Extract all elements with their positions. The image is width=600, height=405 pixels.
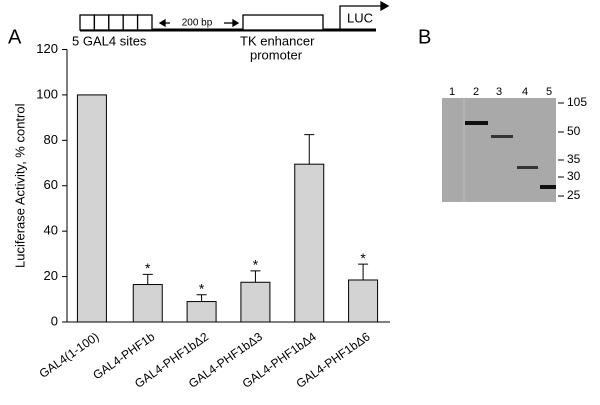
- gal4-site: [93, 14, 110, 31]
- gal4-site: [136, 14, 153, 31]
- error-bar: [250, 270, 261, 283]
- lane-label: 5: [546, 86, 552, 98]
- enhancer-box: [242, 14, 324, 31]
- lane-label: 2: [473, 86, 479, 98]
- bar: [294, 163, 325, 323]
- y-axis-title: Luciferase Activity, % control: [12, 103, 27, 268]
- significance-mark: *: [360, 250, 366, 266]
- tss-arrow: [339, 5, 382, 30]
- gal4-site: [122, 14, 139, 31]
- bar: [240, 281, 271, 323]
- y-tick-label: 120: [36, 41, 58, 56]
- significance-mark: *: [253, 257, 259, 273]
- gal4-site: [108, 14, 124, 31]
- gal4-site: [79, 14, 96, 31]
- band: [465, 121, 488, 125]
- error-bar: [142, 273, 153, 285]
- bar: [348, 279, 379, 323]
- promoter-diagram: [79, 0, 390, 32]
- y-tick-label: 0: [51, 313, 58, 328]
- significance-mark: *: [199, 280, 205, 296]
- lane-label: 3: [496, 86, 502, 98]
- panel-label: A: [8, 26, 22, 48]
- lane-label: 4: [522, 86, 528, 98]
- reporter-label: LUC: [347, 10, 373, 25]
- band: [517, 166, 538, 169]
- y-tick-label: 20: [44, 268, 58, 283]
- y-tick-label: 100: [36, 86, 58, 101]
- bar: [132, 284, 163, 323]
- bar: [186, 301, 217, 323]
- panel-label: B: [418, 26, 431, 48]
- western-blot: [442, 98, 556, 202]
- enhancer-label: TK enhancer: [240, 33, 315, 48]
- marker-label: 25: [567, 188, 581, 202]
- sites-label: 5 GAL4 sites: [72, 33, 147, 48]
- promoter-label: promoter: [250, 47, 303, 62]
- blot-membrane: [442, 98, 556, 202]
- arrowhead: [232, 18, 240, 28]
- arrowhead: [380, 0, 390, 12]
- marker-label: 35: [567, 152, 581, 166]
- marker-label: 50: [567, 124, 581, 138]
- y-tick-label: 60: [44, 177, 58, 192]
- marker-label: 105: [567, 95, 587, 109]
- error-bar: [358, 263, 369, 280]
- spacer-label: 200 bp: [182, 18, 213, 29]
- band: [491, 135, 513, 138]
- arrowhead: [158, 18, 166, 28]
- y-tick-label: 80: [44, 132, 58, 147]
- error-bar: [196, 294, 207, 302]
- error-bar: [304, 134, 315, 165]
- significance-mark: *: [145, 260, 151, 276]
- lane-label: 1: [449, 86, 455, 98]
- y-tick-label: 40: [44, 223, 58, 238]
- marker-label: 30: [567, 169, 581, 183]
- bar: [76, 94, 107, 323]
- band: [540, 185, 556, 189]
